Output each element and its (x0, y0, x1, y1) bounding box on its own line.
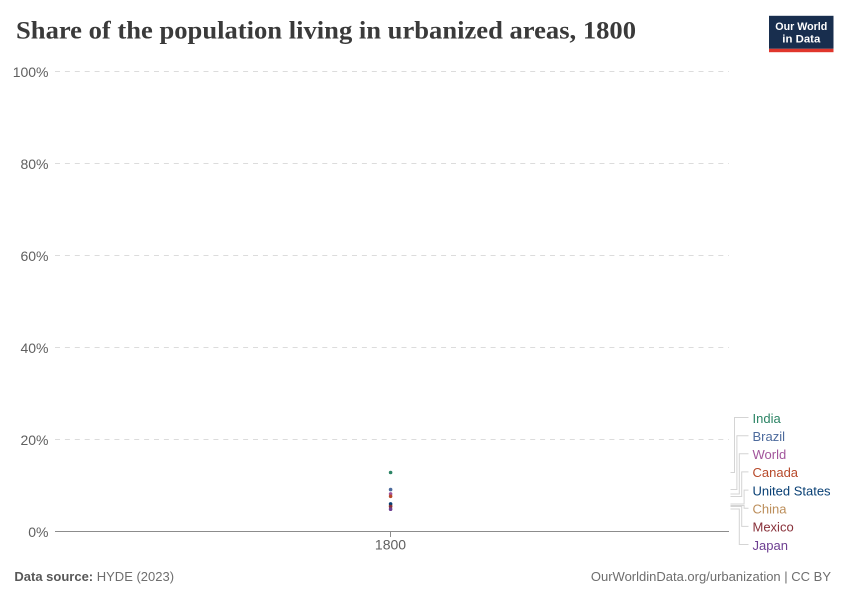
svg-text:China: China (753, 502, 788, 517)
svg-text:40%: 40% (20, 340, 48, 356)
svg-text:Canada: Canada (753, 465, 799, 480)
svg-text:Japan: Japan (753, 538, 788, 553)
svg-text:Brazil: Brazil (753, 429, 786, 444)
svg-text:World: World (753, 447, 787, 462)
svg-text:OurWorldinData.org/urbanizatio: OurWorldinData.org/urbanization | CC BY (591, 569, 831, 584)
svg-text:20%: 20% (20, 432, 48, 448)
svg-text:60%: 60% (20, 248, 48, 264)
svg-text:0%: 0% (28, 524, 48, 540)
svg-text:100%: 100% (13, 64, 49, 80)
svg-text:India: India (753, 411, 782, 426)
svg-text:United States: United States (753, 483, 832, 498)
svg-text:Mexico: Mexico (753, 520, 794, 535)
svg-text:80%: 80% (20, 156, 48, 172)
svg-text:Our World: Our World (775, 21, 827, 33)
svg-text:Share of the population living: Share of the population living in urbani… (16, 16, 636, 45)
svg-text:1800: 1800 (375, 537, 406, 553)
svg-text:Data source: HYDE (2023): Data source: HYDE (2023) (14, 569, 174, 584)
svg-text:in Data: in Data (782, 33, 821, 45)
